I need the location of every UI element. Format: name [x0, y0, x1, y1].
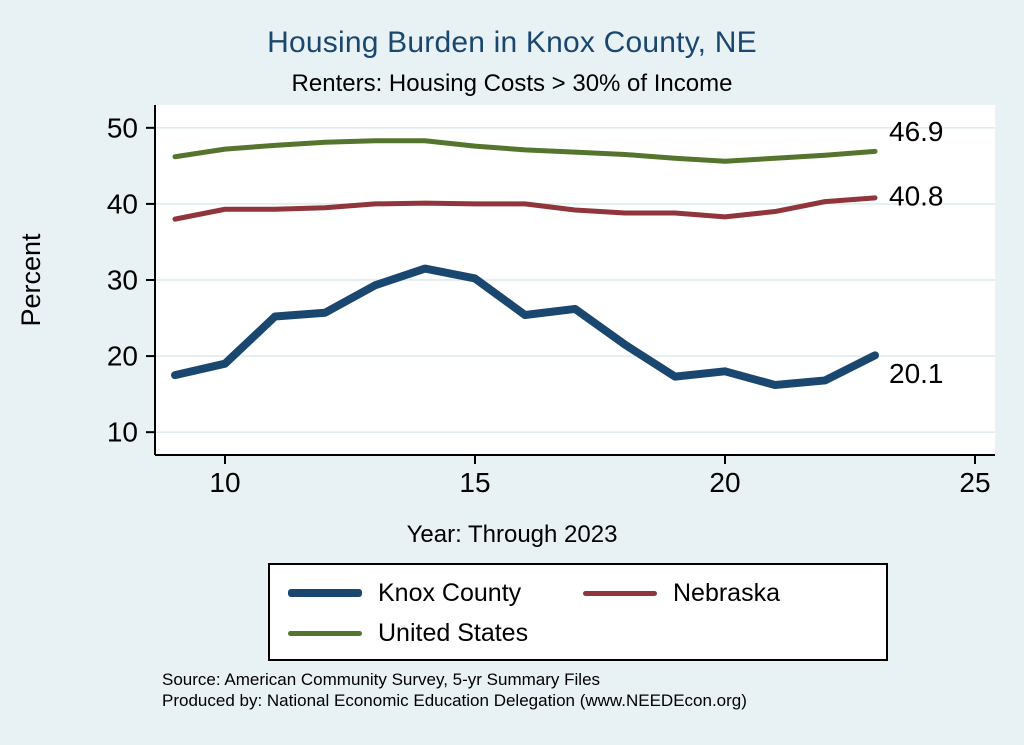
- x-tick-label: 15: [459, 467, 490, 498]
- legend-swatch-united-states: [288, 630, 362, 636]
- legend-label: Nebraska: [673, 578, 780, 607]
- legend-item-nebraska: Nebraska: [583, 577, 868, 609]
- x-tick-label: 25: [959, 467, 990, 498]
- y-axis-title: Percent: [16, 233, 46, 327]
- series-line-knox-county: [171, 264, 879, 389]
- x-axis-title: Year: Through 2023: [406, 521, 618, 548]
- line-chart-svg: 10 20 30 40 50 10 15 20 25 Percent 20.1 40.8 46.9: [16, 105, 995, 498]
- y-tick-label: 20: [107, 341, 138, 372]
- chart-subtitle: Renters: Housing Costs > 30% of Income: [291, 70, 733, 97]
- source-line: Source: American Community Survey, 5-yr …: [162, 670, 601, 689]
- produced-by-line: Produced by: National Economic Education…: [162, 691, 747, 710]
- legend-item-knox-county: Knox County: [288, 577, 573, 609]
- y-tick-label: 30: [107, 265, 138, 296]
- legend-label: Knox County: [378, 578, 522, 607]
- chart-title: Housing Burden in Knox County, NE: [267, 26, 757, 59]
- source-note: Source: American Community Survey, 5-yr …: [162, 669, 747, 711]
- y-tick-label: 10: [107, 417, 138, 448]
- end-label-knox-county: 20.1: [889, 358, 944, 389]
- legend-item-united-states: United States: [288, 617, 573, 649]
- legend-label: United States: [378, 618, 529, 647]
- end-label-nebraska: 40.8: [889, 180, 944, 211]
- end-label-united-states: 46.9: [889, 116, 944, 147]
- y-tick-label: 40: [107, 188, 138, 219]
- x-tick-label: 10: [209, 467, 240, 498]
- legend-swatch-knox-county: [288, 589, 362, 597]
- series-line-nebraska: [172, 195, 878, 222]
- y-tick-label: 50: [107, 112, 138, 143]
- legend-swatch-nebraska: [583, 590, 657, 596]
- series-line-united-states: [172, 138, 878, 164]
- legend: Knox County Nebraska United States: [268, 563, 888, 661]
- x-tick-label: 20: [709, 467, 740, 498]
